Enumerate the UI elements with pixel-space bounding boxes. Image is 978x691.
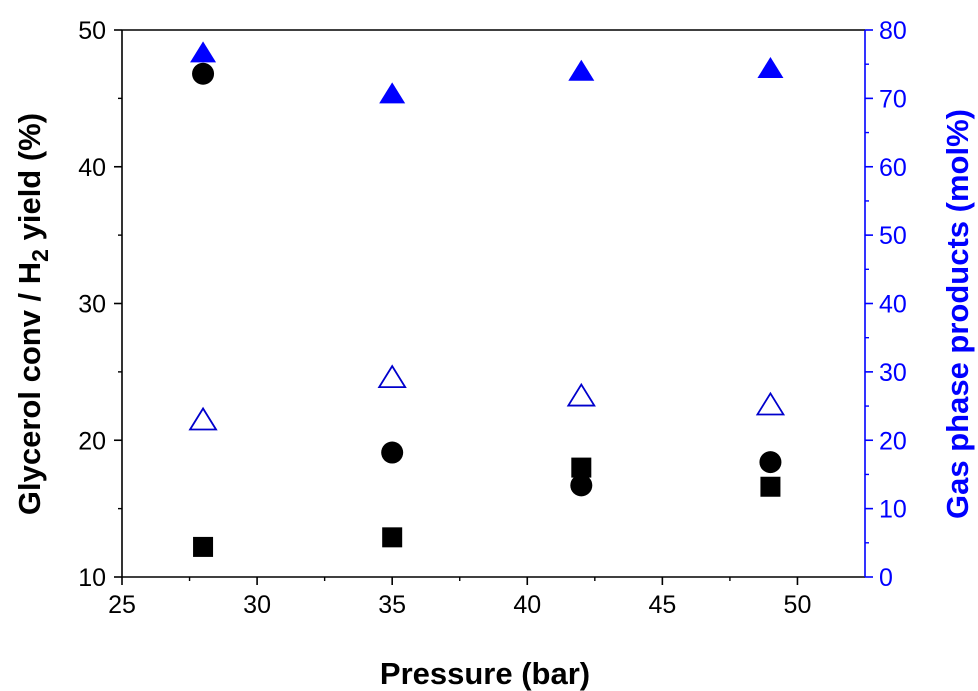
data-point-circle-filled [570,474,593,497]
y-right-tick-label: 30 [879,359,907,387]
y-left-tick-label: 50 [78,17,106,45]
x-tick-label: 30 [243,591,271,619]
data-point-triangle-hollow [377,364,407,389]
data-point-triangle-filled [568,59,595,81]
data-point-square-filled [760,476,781,497]
data-point-triangle-filled [757,57,784,79]
y-left-tick-label: 40 [78,154,106,182]
ticks-layer: 25 30 35 40 45 50 10 20 30 40 50 0 10 20 30 40 50 60 70 80 [78,17,907,619]
y-right-tick-label: 50 [879,222,907,250]
axes-layer [121,29,866,578]
x-tick-label: 50 [784,591,812,619]
data-point-triangle-filled [190,41,217,63]
x-tick-label: 35 [378,591,406,619]
data-point-circle-filled [192,62,215,85]
data-point-circle-filled [759,451,782,474]
data-point-square-filled [193,536,214,557]
data-point-square-filled [382,527,403,548]
y-right-tick-label: 0 [879,564,893,592]
x-tick-label: 40 [513,591,541,619]
y-left-tick-label: 10 [78,564,106,592]
y-right-tick-label: 80 [879,17,907,45]
x-tick-label: 45 [648,591,676,619]
y-axis-left-title-subscript: 2 [27,249,53,262]
data-point-triangle-hollow [566,382,596,407]
y-right-tick-label: 10 [879,496,907,524]
data-point-triangle-filled [379,82,406,104]
x-tick-label: 25 [108,591,136,619]
y-axis-left-title-tail: yield (%) [12,113,47,249]
y-right-tick-label: 20 [879,427,907,455]
data-point-triangle-hollow [188,406,218,431]
marks-layer [188,41,786,557]
data-point-square-filled [571,457,592,478]
data-point-triangle-hollow [755,391,786,416]
y-axis-left-title: Glycerol conv / H2 yield (%) [12,113,53,515]
y-axis-left-title-main: Glycerol conv / H [12,262,47,515]
x-axis-title: Pressure (bar) [380,656,590,691]
y-right-tick-label: 70 [879,85,907,113]
y-left-tick-label: 20 [78,427,106,455]
y-axis-right-title: Gas phase products (mol%) [940,109,975,519]
y-left-tick-label: 30 [78,291,106,319]
data-point-circle-filled [381,441,404,464]
y-right-tick-label: 40 [879,291,907,319]
y-right-tick-label: 60 [879,154,907,182]
